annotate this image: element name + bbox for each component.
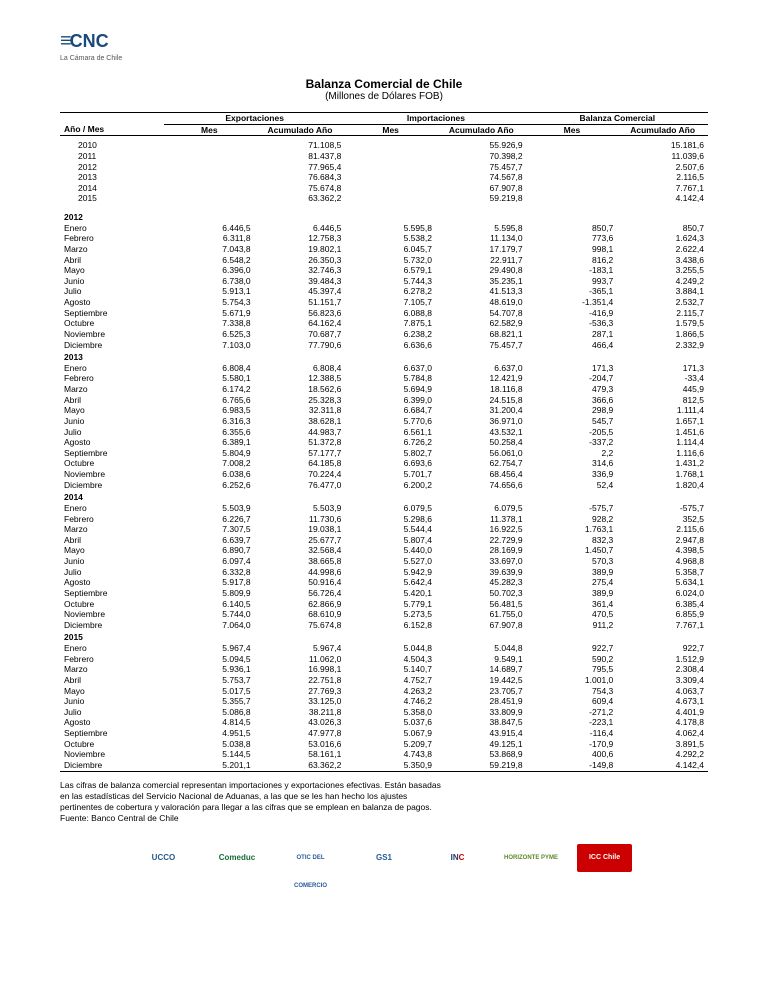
summary-row: 201277.965,475.457,72.507,6: [60, 162, 708, 173]
summary-row: 201376.684,374.567,82.116,5: [60, 172, 708, 183]
data-row: Marzo7.043,819.802,16.045,717.179,7998,1…: [60, 244, 708, 255]
data-row: Mayo6.890,732.568,45.440,028.169,91.450,…: [60, 545, 708, 556]
data-row: Marzo6.174,218.562,65.694,918.116,8479,3…: [60, 384, 708, 395]
data-row: Agosto5.917,850.916,45.642,445.282,3275,…: [60, 577, 708, 588]
data-row: Septiembre5.809,956.726,45.420,150.702,3…: [60, 588, 708, 599]
data-row: Septiembre5.671,956.823,66.088,854.707,8…: [60, 308, 708, 319]
data-row: Diciembre6.252,676.477,06.200,274.656,65…: [60, 480, 708, 491]
data-row: Mayo5.017,527.769,34.263,223.705,7754,34…: [60, 686, 708, 697]
data-row: Noviembre5.144,558.161,14.743,853.868,94…: [60, 749, 708, 760]
hdr-importaciones: Importaciones: [345, 113, 526, 125]
footer-logo-gs1: GS1: [357, 844, 412, 872]
summary-row: 201475.674,867.907,87.767,1: [60, 183, 708, 194]
summary-row: 201563.362,259.219,84.142,4: [60, 193, 708, 204]
hdr-acum1: Acumulado Año: [255, 124, 346, 136]
data-row: Mayo6.983,532.311,86.684,731.200,4298,91…: [60, 405, 708, 416]
data-row: Agosto4.814,543.026,35.037,638.847,5-223…: [60, 717, 708, 728]
hdr-mes3: Mes: [527, 124, 618, 136]
data-row: Septiembre4.951,547.977,85.067,943.915,4…: [60, 728, 708, 739]
footer-logos: UCCO Comeduc OTIC DEL COMERCIO GS1 INC H…: [60, 844, 708, 872]
data-row: Octubre5.038,853.016,65.209,749.125,1-17…: [60, 739, 708, 750]
data-row: Septiembre5.804,957.177,75.802,756.061,0…: [60, 448, 708, 459]
data-row: Abril5.753,722.751,84.752,719.442,51.001…: [60, 675, 708, 686]
summary-row: 201071.108,555.926,915.181,6: [60, 136, 708, 151]
data-row: Abril6.548,226.350,35.732,022.911,7816,2…: [60, 255, 708, 266]
data-row: Noviembre5.744,068.610,95.273,561.755,04…: [60, 609, 708, 620]
data-row: Enero5.503,95.503,96.079,56.079,5-575,7-…: [60, 503, 708, 514]
page-title: Balanza Comercial de Chile: [60, 77, 708, 91]
hdr-acum2: Acumulado Año: [436, 124, 527, 136]
data-row: Agosto5.754,351.151,77.105,748.619,0-1.3…: [60, 297, 708, 308]
data-row: Enero6.808,46.808,46.637,06.637,0171,317…: [60, 363, 708, 374]
data-row: Enero5.967,45.967,45.044,85.044,8922,792…: [60, 643, 708, 654]
data-row: Abril6.639,725.677,75.807,422.729,9832,3…: [60, 535, 708, 546]
header-logo-sub: La Cámara de Chile: [60, 55, 708, 62]
data-row: Noviembre6.038,670.224,45.701,768.456,43…: [60, 469, 708, 480]
data-row: Febrero5.580,112.388,55.784,812.421,9-20…: [60, 373, 708, 384]
data-row: Julio6.355,644.983,76.561,143.532,1-205,…: [60, 427, 708, 438]
hdr-periodo: Año / Mes: [60, 124, 164, 136]
data-row: Febrero6.311,812.758,35.538,211.134,0773…: [60, 233, 708, 244]
data-row: Julio6.332,844.998,65.942,939.639,9389,9…: [60, 567, 708, 578]
data-row: Julio5.086,838.211,85.358,033.809,9-271,…: [60, 707, 708, 718]
footer-logo-ucco: UCCO: [136, 844, 191, 872]
data-table: Exportaciones Importaciones Balanza Come…: [60, 112, 708, 772]
hdr-mes1: Mes: [164, 124, 255, 136]
footer-logo-pyme: HORIZONTE PYME: [504, 844, 559, 872]
hdr-acum3: Acumulado Año: [617, 124, 708, 136]
footer-logo-otic: OTIC DEL COMERCIO: [283, 844, 338, 872]
data-row: Febrero6.226,711.730,65.298,611.378,1928…: [60, 514, 708, 525]
data-row: Agosto6.389,151.372,86.726,250.258,4-337…: [60, 437, 708, 448]
data-row: Abril6.765,625.328,36.399,024.515,8366,6…: [60, 395, 708, 406]
header-logo: ≡CNC: [60, 30, 708, 53]
summary-row: 201181.437,870.398,211.039,6: [60, 151, 708, 162]
data-row: Diciembre7.064,075.674,86.152,867.907,89…: [60, 620, 708, 631]
hdr-exportaciones: Exportaciones: [164, 113, 345, 125]
hdr-balanza: Balanza Comercial: [527, 113, 708, 125]
data-row: Octubre7.008,264.185,86.693,662.754,7314…: [60, 458, 708, 469]
data-row: Febrero5.094,511.062,04.504,39.549,1590,…: [60, 654, 708, 665]
data-row: Octubre6.140,562.866,95.779,156.481,5361…: [60, 599, 708, 610]
hdr-mes2: Mes: [345, 124, 436, 136]
data-row: Noviembre6.525,370.687,76.238,268.821,12…: [60, 329, 708, 340]
page-subtitle: (Millones de Dólares FOB): [60, 91, 708, 102]
footnote: Las cifras de balanza comercial represen…: [60, 780, 708, 824]
data-row: Junio6.097,438.665,85.527,033.697,0570,3…: [60, 556, 708, 567]
footer-logo-inc: INC: [430, 844, 485, 872]
data-row: Julio5.913,145.397,46.278,241.513,3-365,…: [60, 286, 708, 297]
year-header: 2012: [60, 210, 708, 223]
footer-logo-icc: ICC Chile: [577, 844, 632, 872]
data-row: Octubre7.338,864.162,47.875,162.582,9-53…: [60, 318, 708, 329]
data-row: Enero6.446,56.446,55.595,85.595,8850,785…: [60, 223, 708, 234]
data-row: Junio6.738,039.484,35.744,335.235,1993,7…: [60, 276, 708, 287]
year-header: 2014: [60, 490, 708, 503]
footer-logo-comeduc: Comeduc: [209, 844, 264, 872]
year-header: 2015: [60, 630, 708, 643]
data-row: Diciembre5.201,163.362,25.350,959.219,8-…: [60, 760, 708, 771]
year-header: 2013: [60, 350, 708, 363]
data-row: Diciembre7.103,077.790,66.636,675.457,74…: [60, 340, 708, 351]
data-row: Marzo7.307,519.038,15.544,416.922,51.763…: [60, 524, 708, 535]
data-row: Junio6.316,338.628,15.770,636.971,0545,7…: [60, 416, 708, 427]
data-row: Marzo5.936,116.998,15.140,714.689,7795,5…: [60, 664, 708, 675]
data-row: Junio5.355,733.125,04.746,228.451,9609,4…: [60, 696, 708, 707]
data-row: Mayo6.396,032.746,36.579,129.490,8-183,1…: [60, 265, 708, 276]
